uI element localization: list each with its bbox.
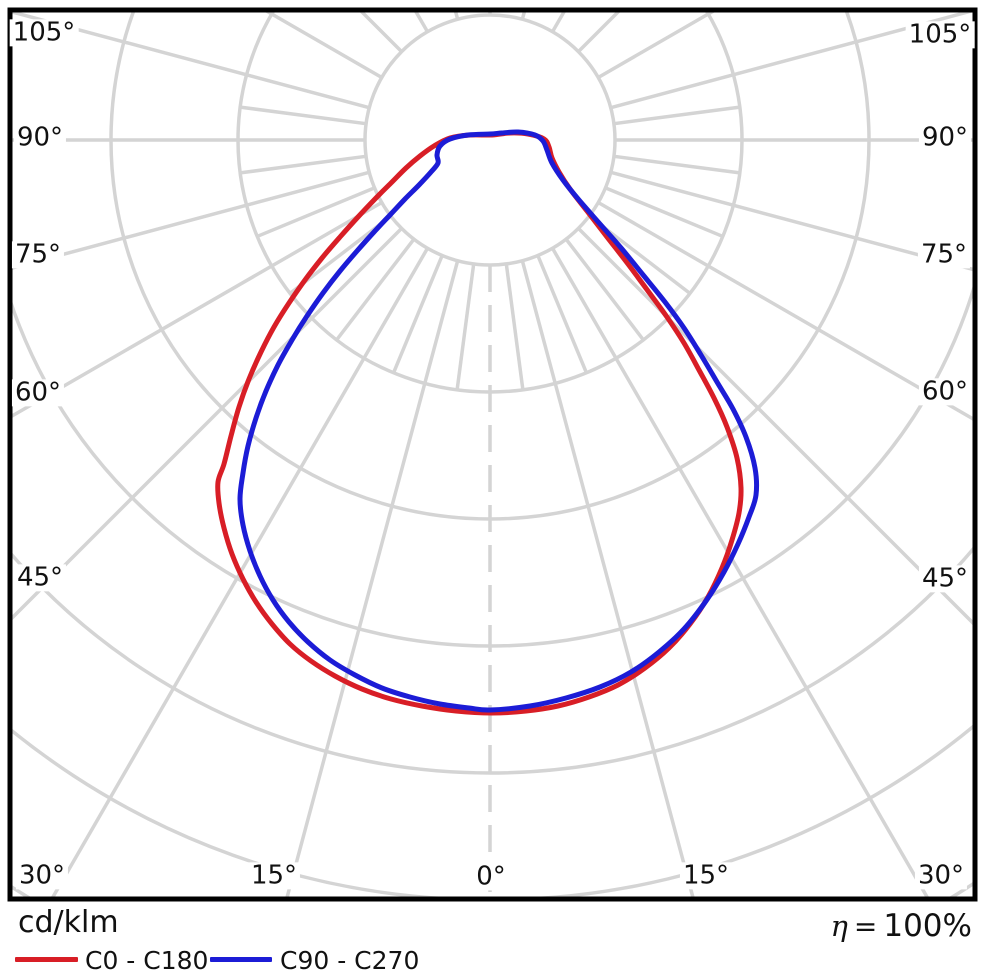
legend-label-c0: C0 - C180 — [85, 946, 209, 975]
grid-spoke-7p5deg — [239, 154, 367, 175]
efficiency-label: η = 100% — [831, 908, 972, 944]
legend-line-c90-icon — [210, 957, 272, 962]
grid-ray-15deg — [12, 12, 370, 110]
grid-spoke-7p5deg — [564, 238, 645, 341]
angle-label-30deg: 30° — [914, 862, 968, 890]
angle-label-60deg: 60° — [918, 378, 972, 406]
grid-ring — [236, 12, 744, 394]
grid-spoke-7p5deg — [504, 263, 525, 391]
angle-label-45deg: 45° — [918, 565, 972, 593]
grid-ring — [12, 546, 973, 775]
eta-value: 100% — [883, 908, 972, 944]
angle-label-90deg: 90° — [13, 124, 67, 152]
grid-ray-15deg — [12, 170, 370, 270]
grid-spoke-7p5deg — [391, 254, 444, 374]
eta-equals: = — [853, 910, 878, 943]
grid-spoke-7p5deg — [455, 263, 476, 391]
curve-layer — [215, 129, 760, 716]
angle-label-30deg: 30° — [15, 862, 69, 890]
legend: C0 - C180 C90 - C270 — [0, 946, 1000, 976]
angle-label-45deg: 45° — [13, 564, 67, 592]
angle-label-60deg: 60° — [11, 379, 65, 407]
grid-spoke-7p5deg — [613, 154, 741, 175]
curve-c90-c270 — [237, 129, 760, 713]
grid-ray-15deg — [12, 200, 383, 418]
grid-ray-15deg — [597, 200, 973, 421]
angle-label-15deg: 15° — [679, 862, 733, 890]
legend-line-c0-icon — [15, 957, 78, 962]
grid-ray-15deg — [610, 170, 973, 272]
angle-label-15deg: 15° — [247, 862, 301, 890]
grid-ring — [363, 13, 617, 267]
plot-border — [7, 7, 978, 902]
grid-ray-15deg — [577, 227, 973, 626]
angle-label-75deg: 75° — [11, 241, 65, 269]
eta-symbol: η — [830, 909, 848, 943]
grid-ring — [12, 284, 973, 648]
grid-spoke-7p5deg — [536, 254, 589, 374]
legend-label-c90: C90 - C270 — [280, 946, 420, 975]
angle-label-90deg: 90° — [918, 124, 972, 152]
angle-label-0deg: 0° — [473, 863, 509, 891]
grid-spoke-7p5deg — [604, 186, 724, 239]
curve-c0-c180 — [215, 130, 744, 716]
angle-label-105deg: 105° — [905, 21, 975, 49]
grid-spoke-7p5deg — [335, 238, 416, 341]
grid-spoke-7p5deg — [256, 186, 376, 239]
grid-spoke-7p5deg — [613, 105, 741, 126]
angle-label-75deg: 75° — [917, 241, 971, 269]
grid-ray-15deg — [520, 260, 695, 897]
unit-label: cd/klm — [18, 905, 119, 940]
angle-label-105deg: 105° — [9, 19, 79, 47]
grid-ray-15deg — [610, 12, 973, 110]
grid-spoke-7p5deg — [239, 105, 367, 126]
